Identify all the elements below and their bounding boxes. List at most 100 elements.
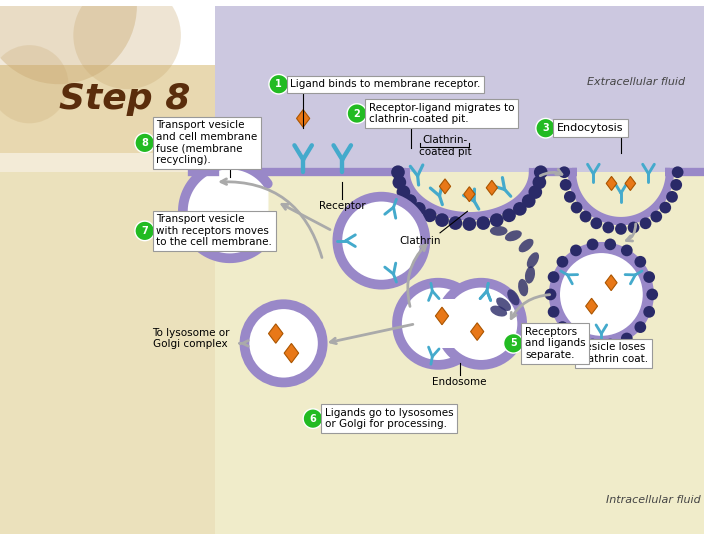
Circle shape [570,245,582,256]
Ellipse shape [525,266,535,284]
Circle shape [587,239,598,250]
Ellipse shape [505,230,522,241]
Circle shape [391,165,405,179]
Circle shape [604,239,616,250]
Circle shape [73,0,181,89]
Text: Receptor-ligand migrates to
clathrin-coated pit.: Receptor-ligand migrates to clathrin-coa… [369,103,514,124]
Circle shape [135,133,155,153]
Ellipse shape [490,226,508,236]
Circle shape [571,202,582,213]
Bar [432,299,487,348]
Circle shape [269,75,289,94]
Circle shape [412,202,426,215]
Polygon shape [269,324,283,343]
Polygon shape [464,187,475,202]
Polygon shape [625,177,636,191]
Circle shape [534,165,548,179]
Polygon shape [436,307,449,325]
Circle shape [303,409,323,428]
Circle shape [621,333,633,345]
Circle shape [449,216,462,230]
Circle shape [570,333,582,345]
Circle shape [440,283,522,365]
Circle shape [587,339,598,350]
Text: Transport vesicle
and cell membrane
fuse (membrane
recycling).: Transport vesicle and cell membrane fuse… [156,120,258,165]
Circle shape [462,217,476,231]
Circle shape [580,211,591,222]
Circle shape [544,288,557,300]
Polygon shape [606,177,617,191]
Circle shape [536,118,555,138]
Circle shape [528,185,542,199]
Circle shape [0,45,68,123]
Circle shape [135,221,155,241]
Circle shape [0,0,137,84]
Polygon shape [183,164,268,258]
Circle shape [660,202,671,213]
Bar [0,6,215,153]
Bar [0,6,215,65]
Bar [0,172,704,534]
Circle shape [590,218,602,229]
Circle shape [338,197,426,285]
Circle shape [397,283,479,365]
Circle shape [666,191,678,202]
Circle shape [628,221,639,233]
Ellipse shape [527,252,539,268]
Circle shape [557,256,568,268]
Text: Receptors
and ligands
separate.: Receptors and ligands separate. [525,327,586,360]
Polygon shape [585,298,598,314]
Text: 6: 6 [310,414,316,424]
Circle shape [548,306,559,318]
Circle shape [557,321,568,333]
Circle shape [503,334,523,353]
Circle shape [490,213,503,227]
Text: Step 8: Step 8 [58,82,190,116]
Circle shape [639,218,652,229]
Circle shape [643,271,655,283]
Text: Vesicle loses
clathrin coat.: Vesicle loses clathrin coat. [579,342,648,364]
Circle shape [502,208,516,222]
Text: Endocytosis: Endocytosis [557,123,624,133]
Bar [0,6,704,65]
Circle shape [392,176,406,189]
Circle shape [650,211,662,222]
Circle shape [435,213,449,227]
Circle shape [672,166,683,178]
Circle shape [634,321,646,333]
Ellipse shape [518,279,528,296]
Circle shape [522,194,536,208]
Polygon shape [297,110,310,127]
Ellipse shape [490,306,507,316]
Text: Clathrin-
coated pit: Clathrin- coated pit [418,135,471,157]
Bar [0,153,215,534]
Circle shape [403,194,417,208]
Text: Transport vesicle
with receptors moves
to the cell membrane.: Transport vesicle with receptors moves t… [156,214,272,247]
Circle shape [643,306,655,318]
Text: Clathrin: Clathrin [400,235,441,246]
Circle shape [245,304,323,382]
Text: Receptor: Receptor [319,201,366,212]
Circle shape [533,176,546,189]
Polygon shape [471,323,484,340]
Circle shape [347,104,366,123]
Circle shape [423,208,436,222]
Text: 1: 1 [275,79,282,89]
Circle shape [554,247,648,341]
Circle shape [564,191,576,202]
Circle shape [397,185,410,199]
Text: 5: 5 [510,339,517,348]
Ellipse shape [496,298,511,311]
Circle shape [670,179,682,191]
Polygon shape [606,275,617,291]
Bar [215,6,704,172]
Circle shape [558,166,570,178]
Ellipse shape [518,239,534,252]
Circle shape [603,221,614,233]
Circle shape [513,202,527,215]
Text: 8: 8 [141,138,148,148]
Circle shape [647,288,658,300]
Text: 7: 7 [141,226,148,236]
Ellipse shape [508,289,519,306]
Text: 4: 4 [564,348,570,358]
